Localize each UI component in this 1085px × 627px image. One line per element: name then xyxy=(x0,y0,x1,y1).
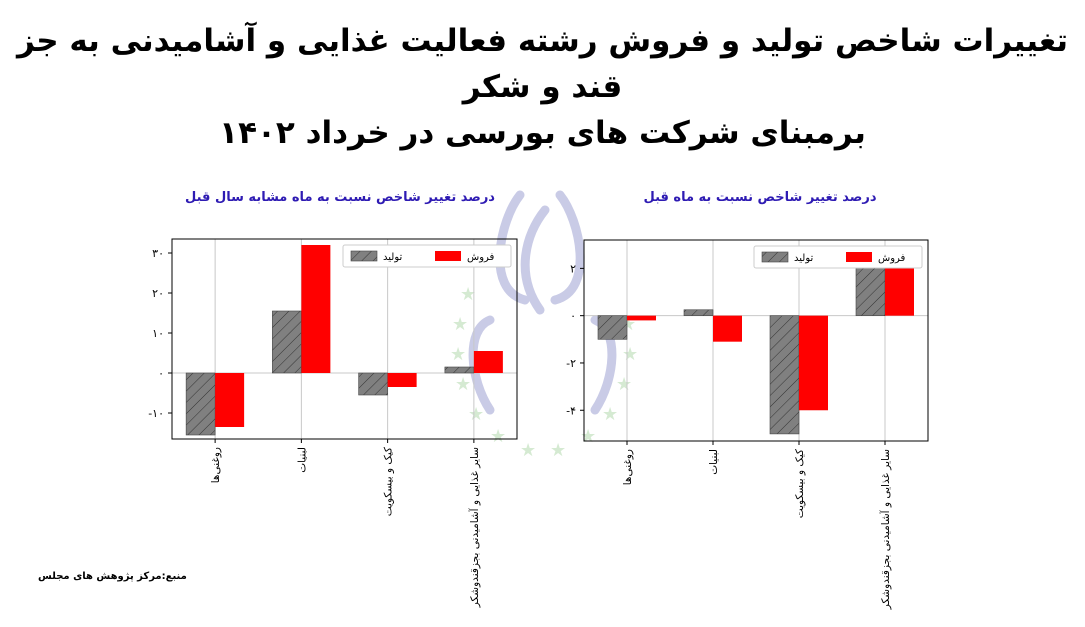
legend-label-production: تولید xyxy=(383,252,402,263)
legend-label-sales: فروش xyxy=(878,253,906,264)
bar-production xyxy=(272,310,302,374)
y-tick-label: ۲ xyxy=(570,262,576,275)
bar-production xyxy=(597,315,628,340)
svg-text:★: ★ xyxy=(550,440,566,461)
bar-sales xyxy=(473,351,503,373)
chart-left-title: درصد تغییر شاخص نسبت به ماه مشابه سال قب… xyxy=(185,190,495,205)
bar-sales xyxy=(301,245,331,373)
y-tick-label: ۰ xyxy=(158,367,164,380)
y-tick-label: ۱۰ xyxy=(152,327,164,340)
x-tick-label: روغنی‌ها xyxy=(622,449,634,485)
svg-text:★: ★ xyxy=(616,374,632,395)
bar-production xyxy=(683,309,714,316)
x-tick-label: لبنیات xyxy=(708,449,720,475)
y-tick-label: -۱۰ xyxy=(148,407,164,420)
title-line-2: برمبنای شرکت های بورسی در خرداد ۱۴۰۲ xyxy=(219,115,866,151)
x-tick-label: کیک و بیسکویت xyxy=(794,449,806,518)
bar-sales xyxy=(215,373,245,427)
svg-text:★: ★ xyxy=(520,440,536,461)
legend-swatch-sales xyxy=(435,251,461,261)
legend-swatch-production xyxy=(761,251,789,263)
legend: تولید فروش xyxy=(753,245,923,269)
bar-sales xyxy=(387,373,417,387)
svg-text:★: ★ xyxy=(468,404,484,425)
svg-text:★: ★ xyxy=(490,426,506,447)
svg-text:★: ★ xyxy=(452,314,468,335)
y-tick-label: -۴ xyxy=(566,404,576,417)
y-tick-label: ۰ xyxy=(570,310,576,323)
bar-production xyxy=(769,315,800,435)
bar-sales xyxy=(627,315,656,321)
svg-text:★: ★ xyxy=(450,344,466,365)
bar-sales xyxy=(713,315,742,342)
y-tick-label: ۳۰ xyxy=(152,247,164,260)
svg-text:★: ★ xyxy=(460,284,476,305)
legend-label-sales: فروش xyxy=(467,252,495,263)
plot-frame xyxy=(583,239,929,442)
title-line-1: تغییرات شاخص تولید و فروش رشته فعالیت غذ… xyxy=(16,23,1069,105)
legend-swatch-production xyxy=(350,250,378,262)
chart-right-title: درصد تغییر شاخص نسبت به ماه قبل xyxy=(643,190,877,205)
bar-sales xyxy=(799,315,828,411)
legend: تولید فروش xyxy=(342,244,512,268)
source-note: منبع:مرکز پژوهش های مجلس xyxy=(38,571,187,582)
plot-frame xyxy=(171,238,518,440)
legend-swatch-sales xyxy=(846,252,872,262)
x-tick-label: سایر غذایی و آشامیدنی بجزقندوشکر xyxy=(879,449,892,610)
svg-text:★: ★ xyxy=(455,374,471,395)
y-tick-label: ۲۰ xyxy=(152,287,164,300)
y-tick-label: -۲ xyxy=(566,357,576,370)
page-title: تغییرات شاخص تولید و فروش رشته فعالیت غذ… xyxy=(0,18,1085,156)
x-tick-label: کیک و بیسکویت xyxy=(383,447,395,516)
legend-label-production: تولید xyxy=(794,253,813,264)
svg-text:★: ★ xyxy=(602,404,618,425)
svg-text:★: ★ xyxy=(622,344,638,365)
x-tick-label: روغنی‌ها xyxy=(210,447,222,483)
x-tick-label: سایر غذایی و آشامیدنی بجزقندوشکر xyxy=(468,447,481,608)
x-tick-label: لبنیات xyxy=(296,447,308,473)
